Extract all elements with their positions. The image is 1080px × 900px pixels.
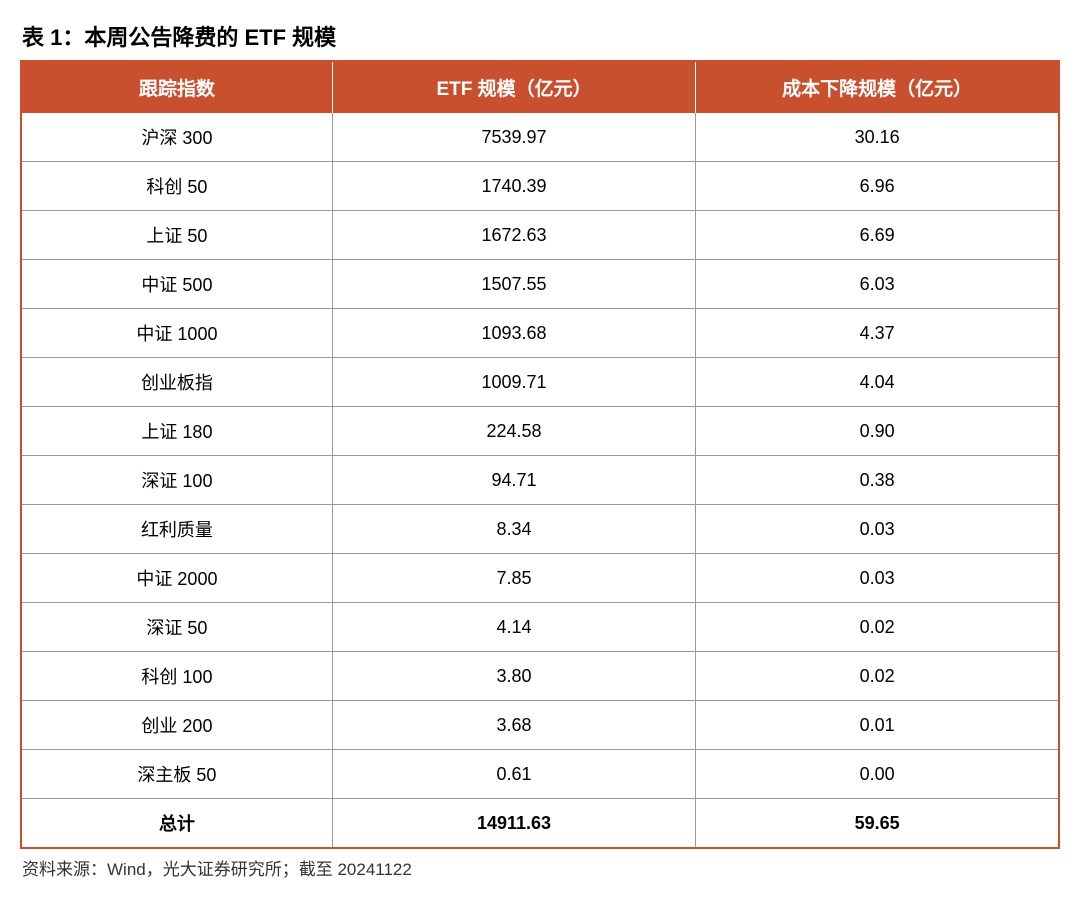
cell-index: 上证 180 [21,407,332,456]
cell-cost-reduction: 4.37 [696,309,1059,358]
table-row: 创业 200 3.68 0.01 [21,701,1059,750]
header-etf-scale: ETF 规模（亿元） [332,61,695,113]
cell-index: 中证 1000 [21,309,332,358]
table-body: 沪深 300 7539.97 30.16 科创 50 1740.39 6.96 … [21,113,1059,848]
cell-index: 科创 50 [21,162,332,211]
table-row: 深主板 50 0.61 0.00 [21,750,1059,799]
cell-etf-scale: 0.61 [332,750,695,799]
table-row: 中证 2000 7.85 0.03 [21,554,1059,603]
table-row: 深证 50 4.14 0.02 [21,603,1059,652]
table-row: 科创 50 1740.39 6.96 [21,162,1059,211]
cell-etf-scale: 7.85 [332,554,695,603]
cell-cost-reduction: 0.00 [696,750,1059,799]
table-total-row: 总计 14911.63 59.65 [21,799,1059,849]
cell-cost-reduction: 0.01 [696,701,1059,750]
header-cost-reduction: 成本下降规模（亿元） [696,61,1059,113]
table-row: 中证 1000 1093.68 4.37 [21,309,1059,358]
cell-index: 中证 500 [21,260,332,309]
table-row: 沪深 300 7539.97 30.16 [21,113,1059,162]
cell-index: 中证 2000 [21,554,332,603]
cell-etf-scale: 1507.55 [332,260,695,309]
cell-cost-reduction: 0.02 [696,603,1059,652]
cell-index: 深主板 50 [21,750,332,799]
cell-cost-reduction: 0.38 [696,456,1059,505]
cell-etf-scale: 94.71 [332,456,695,505]
etf-data-table: 跟踪指数 ETF 规模（亿元） 成本下降规模（亿元） 沪深 300 7539.9… [20,60,1060,849]
header-index: 跟踪指数 [21,61,332,113]
cell-etf-scale: 1093.68 [332,309,695,358]
cell-cost-reduction: 30.16 [696,113,1059,162]
table-row: 上证 180 224.58 0.90 [21,407,1059,456]
table-row: 创业板指 1009.71 4.04 [21,358,1059,407]
cell-total-etf-scale: 14911.63 [332,799,695,849]
table-title: 表 1：本周公告降费的 ETF 规模 [20,20,1060,52]
cell-cost-reduction: 0.90 [696,407,1059,456]
table-row: 红利质量 8.34 0.03 [21,505,1059,554]
cell-total-index: 总计 [21,799,332,849]
table-row: 上证 50 1672.63 6.69 [21,211,1059,260]
table-row: 深证 100 94.71 0.38 [21,456,1059,505]
cell-cost-reduction: 4.04 [696,358,1059,407]
cell-etf-scale: 8.34 [332,505,695,554]
cell-index: 创业 200 [21,701,332,750]
cell-etf-scale: 3.80 [332,652,695,701]
cell-index: 科创 100 [21,652,332,701]
cell-etf-scale: 224.58 [332,407,695,456]
table-header-row: 跟踪指数 ETF 规模（亿元） 成本下降规模（亿元） [21,61,1059,113]
cell-etf-scale: 4.14 [332,603,695,652]
cell-cost-reduction: 0.03 [696,554,1059,603]
cell-index: 上证 50 [21,211,332,260]
cell-etf-scale: 1740.39 [332,162,695,211]
cell-etf-scale: 7539.97 [332,113,695,162]
cell-index: 深证 50 [21,603,332,652]
cell-etf-scale: 1009.71 [332,358,695,407]
cell-etf-scale: 3.68 [332,701,695,750]
cell-index: 红利质量 [21,505,332,554]
cell-cost-reduction: 6.96 [696,162,1059,211]
data-source: 资料来源：Wind，光大证券研究所；截至 20241122 [20,855,1060,880]
cell-index: 深证 100 [21,456,332,505]
cell-total-cost-reduction: 59.65 [696,799,1059,849]
cell-index: 创业板指 [21,358,332,407]
cell-etf-scale: 1672.63 [332,211,695,260]
cell-index: 沪深 300 [21,113,332,162]
cell-cost-reduction: 0.02 [696,652,1059,701]
cell-cost-reduction: 0.03 [696,505,1059,554]
table-row: 科创 100 3.80 0.02 [21,652,1059,701]
cell-cost-reduction: 6.03 [696,260,1059,309]
table-row: 中证 500 1507.55 6.03 [21,260,1059,309]
cell-cost-reduction: 6.69 [696,211,1059,260]
